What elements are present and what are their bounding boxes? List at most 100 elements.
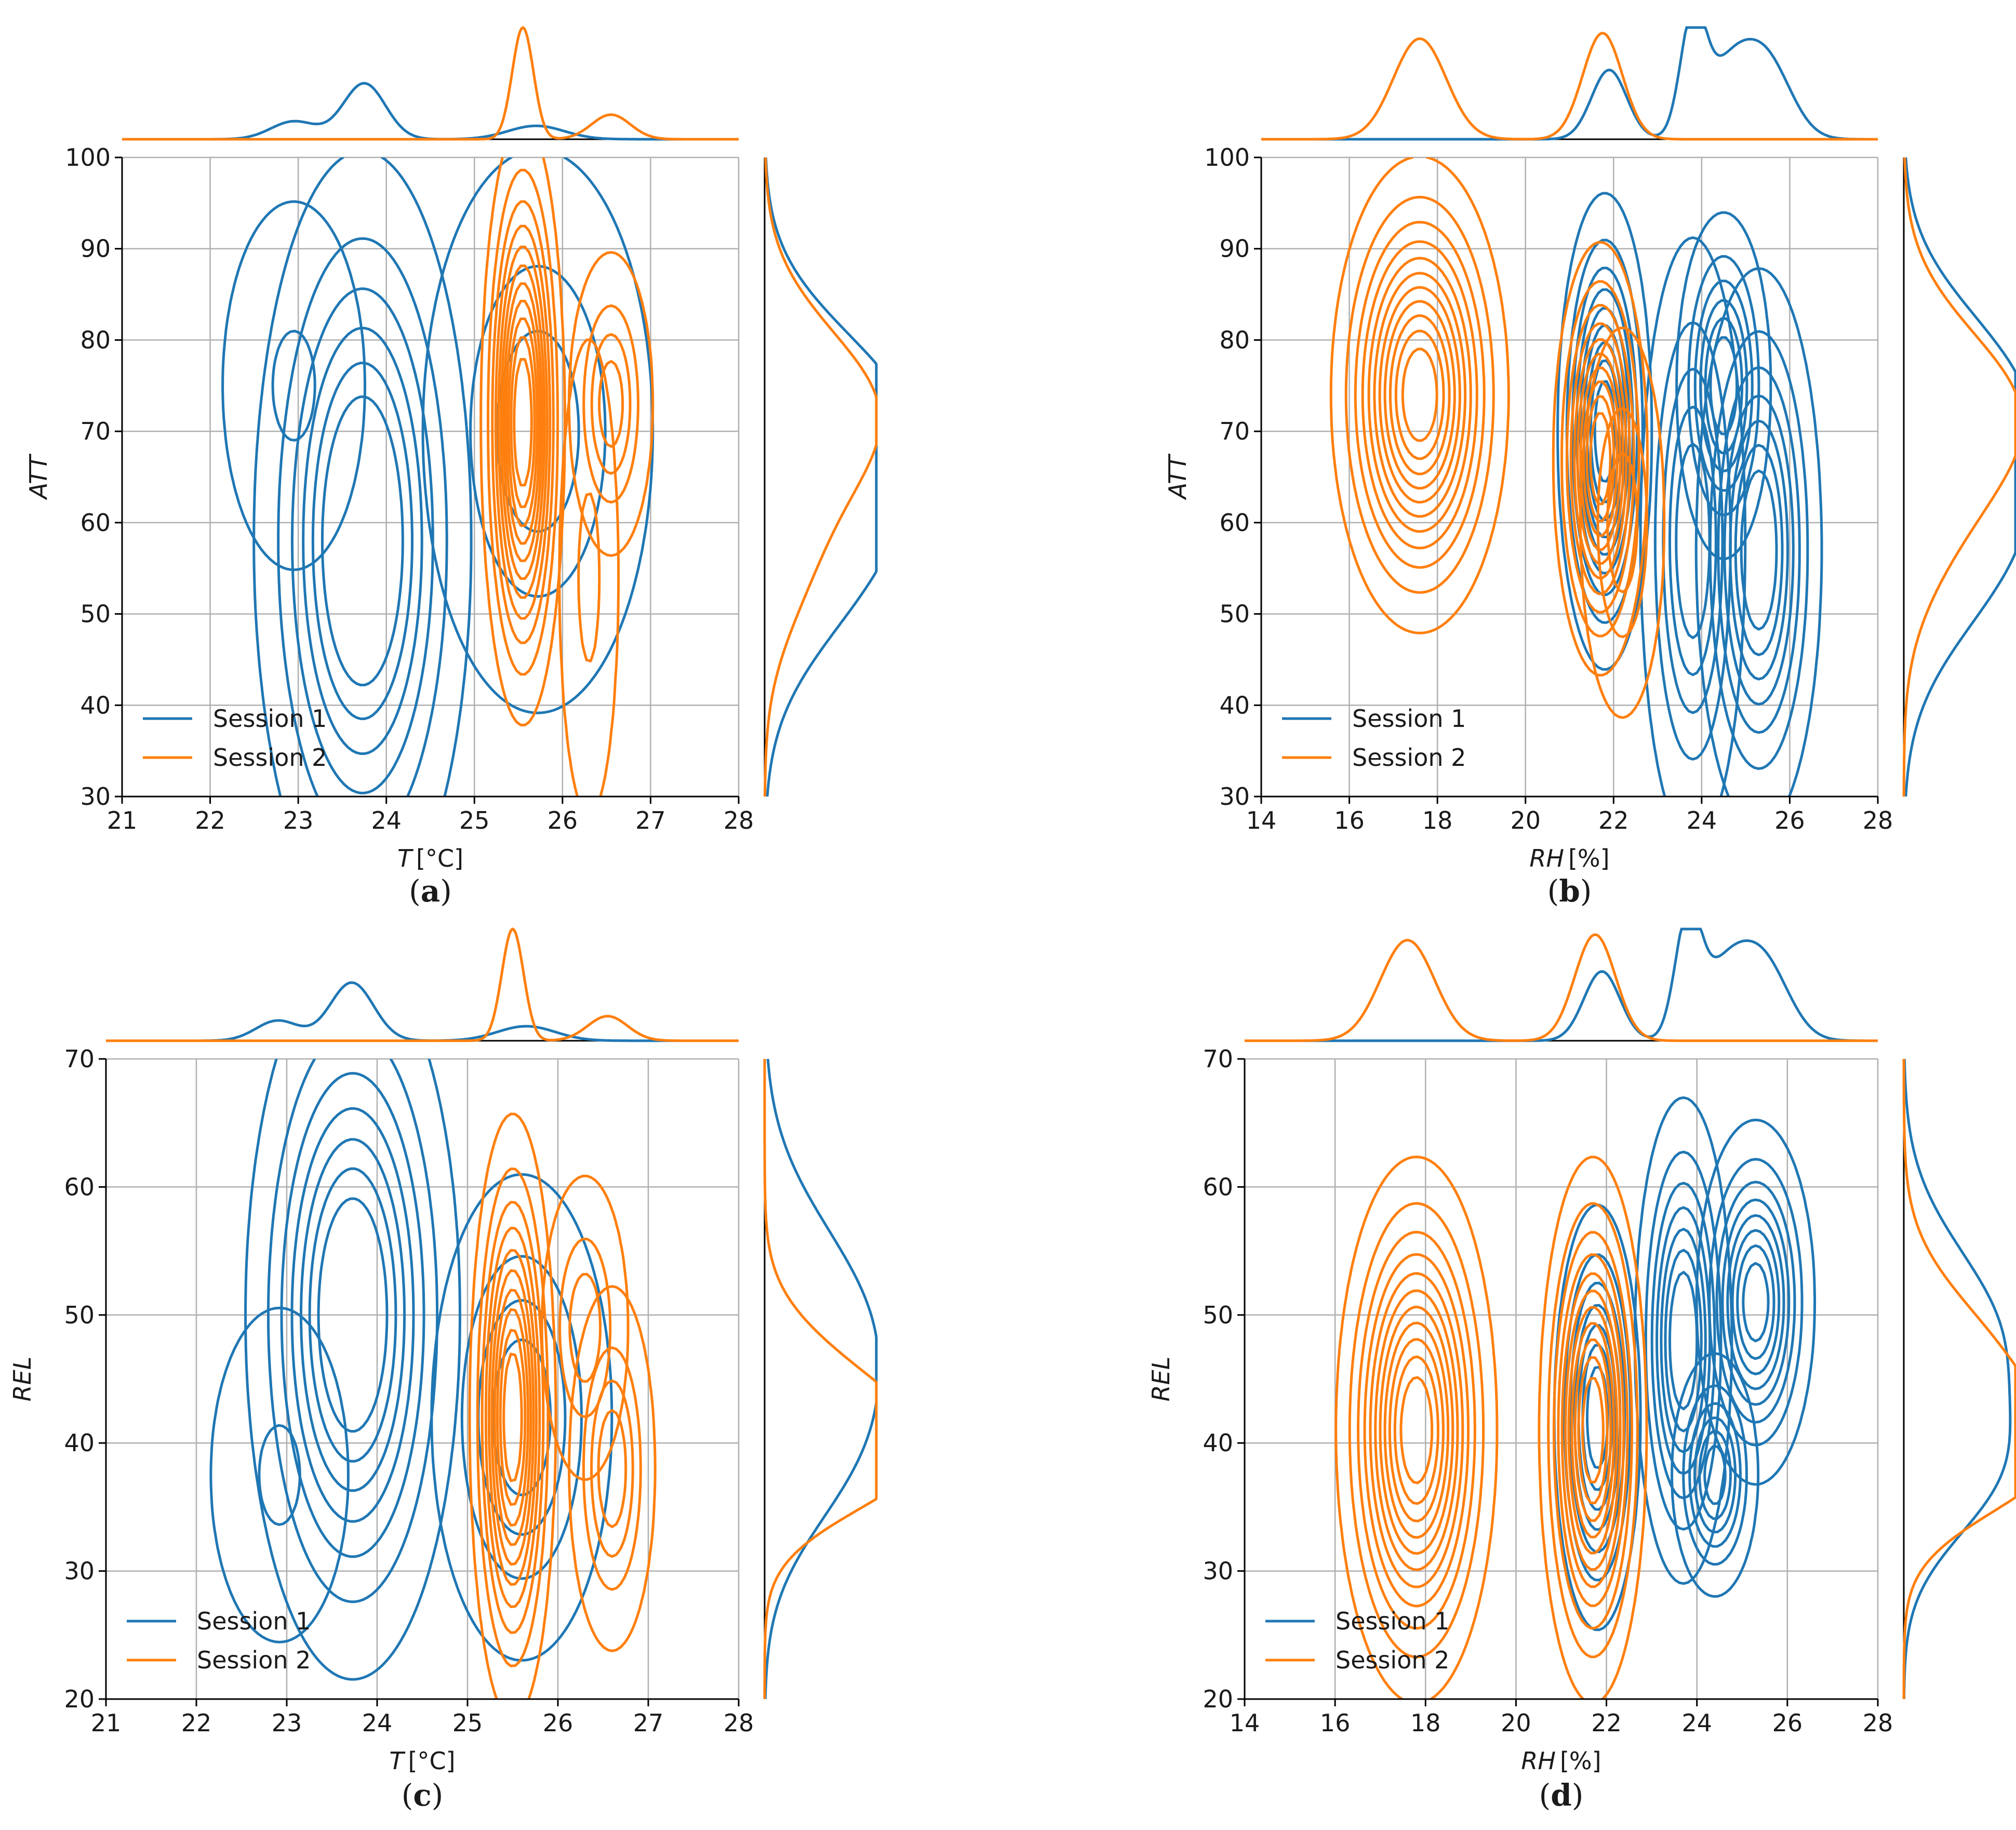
top-marginal-session-1 xyxy=(1245,927,1878,1042)
right-marginal-session-2 xyxy=(1902,1059,2016,1699)
x-tick-label: 27 xyxy=(633,1709,664,1737)
caption-open: ( xyxy=(402,1778,413,1813)
contour-2-mode-1-level-8 xyxy=(1383,1321,1450,1539)
contour-2-mode-1-level-2 xyxy=(1348,1202,1485,1659)
contour-2-mode-2-level-3 xyxy=(1552,1231,1633,1629)
y-tick-label: 40 xyxy=(1219,691,1250,719)
contour-2-mode-1-level-1 xyxy=(1334,1156,1499,1699)
contour-2-mode-1-level-6 xyxy=(500,264,546,580)
legend-label-session-2: Session 2 xyxy=(197,1646,311,1674)
y-tick-label: 30 xyxy=(1219,783,1250,811)
right-marginal-session-1 xyxy=(1904,157,2016,797)
contour-1-mode-2-level-1 xyxy=(252,157,473,797)
x-tick-label: 16 xyxy=(1334,806,1365,834)
contour-1-mode-3-level-4 xyxy=(1699,299,1748,472)
legend-label-session-1: Session 1 xyxy=(213,705,327,733)
y-tick-label: 100 xyxy=(1204,143,1250,171)
x-axis-unit: [°C] xyxy=(416,844,463,872)
top-marginal-session-1 xyxy=(122,82,739,141)
caption-open: ( xyxy=(1539,1778,1551,1813)
contour-2-mode-1-level-2 xyxy=(1344,195,1495,594)
contour-1-mode-4-level-6 xyxy=(1734,444,1784,656)
contours xyxy=(209,1059,657,1699)
y-tick-label: 100 xyxy=(65,143,111,171)
contour-2-mode-1-level-7 xyxy=(1379,1305,1454,1555)
contour-2-mode-1-level-9 xyxy=(499,1329,527,1506)
contour-2-mode-1-level-11 xyxy=(513,358,533,487)
y-tick-label: 60 xyxy=(1219,509,1250,537)
contour-2-mode-1-level-3 xyxy=(491,200,555,644)
contour-1-mode-4-level-5 xyxy=(1726,1214,1785,1390)
contour-2-mode-1-level-11 xyxy=(1399,1376,1434,1484)
contour-1-mode-2-level-3 xyxy=(291,287,434,794)
caption-letter: c xyxy=(413,1778,431,1813)
grid xyxy=(1244,1058,1879,1700)
right-marginal-session-1 xyxy=(764,157,878,797)
panel-caption: (a) xyxy=(409,873,452,909)
x-axis-variable: RH xyxy=(1521,1747,1556,1775)
contour-2-mode-1-level-1 xyxy=(468,1112,557,1699)
contour-1-mode-2-level-4 xyxy=(290,1107,415,1523)
contour-1-mode-1-level-1 xyxy=(209,1306,350,1643)
x-tick-label: 26 xyxy=(1772,1709,1803,1737)
x-tick-label: 28 xyxy=(724,1709,754,1737)
contour-1-mode-4-level-1 xyxy=(1694,267,1823,797)
x-tick-label: 25 xyxy=(452,1709,483,1737)
contour-2-mode-1-level-8 xyxy=(496,1308,529,1527)
contour-2-mode-2-level-10 xyxy=(1577,1356,1609,1504)
right-marginal-session-1 xyxy=(764,1058,878,1700)
contour-2-mode-1-level-4 xyxy=(1363,1253,1470,1608)
contour-2-mode-1-level-3 xyxy=(480,1201,545,1634)
contour-2-mode-1-level-9 xyxy=(1388,314,1451,475)
x-tick-label: 14 xyxy=(1230,1709,1260,1737)
contour-1-mode-2-level-5 xyxy=(1660,1228,1707,1453)
y-axis-label: ATT xyxy=(1164,453,1192,500)
contour-2-mode-2-level-11 xyxy=(1581,1377,1605,1483)
legend-label-session-2: Session 2 xyxy=(1352,744,1466,772)
contour-1-mode-2-level-5 xyxy=(1675,442,1711,640)
y-tick-label: 60 xyxy=(64,1173,95,1201)
contour-2-mode-1-level-8 xyxy=(1383,300,1456,490)
x-tick-label: 14 xyxy=(1246,806,1277,834)
top-marginal-session-1 xyxy=(1261,26,1878,141)
caption-close: ) xyxy=(440,873,452,909)
contour-1-mode-3-level-6 xyxy=(1703,1445,1727,1505)
panel-caption: (d) xyxy=(1539,1778,1584,1813)
contour-1-mode-4-level-3 xyxy=(1715,1181,1796,1424)
panel-caption: (c) xyxy=(402,1778,444,1813)
panel-caption: (b) xyxy=(1547,873,1592,909)
x-tick-label: 24 xyxy=(362,1709,393,1737)
contour-1-mode-4-level-8 xyxy=(1742,1262,1770,1343)
right-marginal-session-2 xyxy=(763,1059,878,1699)
y-tick-label: 80 xyxy=(1219,326,1250,354)
contour-1-mode-3-level-5 xyxy=(1698,1430,1732,1520)
legend-label-session-2: Session 2 xyxy=(213,744,327,772)
contour-2-mode-1-level-5 xyxy=(1367,257,1472,533)
x-tick-label: 28 xyxy=(724,806,754,834)
contour-1-mode-4-level-7 xyxy=(1736,1244,1775,1360)
contour-2-mode-1-level-9 xyxy=(507,317,539,527)
contour-2-mode-2-level-1 xyxy=(540,1174,630,1481)
panel-d: 14 16 18 20 22 24 26 28 20 30 40 50 60 70 RH [%] REL (d) S… xyxy=(1147,927,2016,1813)
contour-2-mode-3-level-2 xyxy=(1596,407,1648,639)
contour-2-mode-1-level-2 xyxy=(476,1168,550,1667)
contour-2-mode-1-level-1 xyxy=(479,157,566,726)
legend: Session 1 Session 2 xyxy=(127,1607,311,1674)
contour-2-mode-3-level-1 xyxy=(568,1285,657,1652)
contour-1-mode-2-level-7 xyxy=(1668,1270,1699,1411)
contour-2-mode-3-level-2 xyxy=(582,1346,642,1591)
x-tick-label: 28 xyxy=(1863,1709,1893,1737)
x-tick-label: 18 xyxy=(1410,1709,1441,1737)
x-tick-label: 26 xyxy=(548,806,578,834)
y-tick-label: 30 xyxy=(1203,1557,1233,1585)
x-tick-label: 26 xyxy=(543,1709,573,1737)
contour-2-mode-2-level-4 xyxy=(1557,1253,1629,1607)
contour-1-mode-4-level-1 xyxy=(1695,1118,1817,1486)
legend: Session 1 Session 2 xyxy=(143,705,327,772)
y-tick-label: 70 xyxy=(64,1045,95,1073)
contour-2-mode-1-level-6 xyxy=(1374,1289,1459,1571)
y-tick-label: 40 xyxy=(64,1429,95,1457)
x-axis-unit: [%] xyxy=(1560,1747,1601,1775)
top-marginal-session-2 xyxy=(122,25,739,141)
y-tick-label: 80 xyxy=(80,326,111,354)
